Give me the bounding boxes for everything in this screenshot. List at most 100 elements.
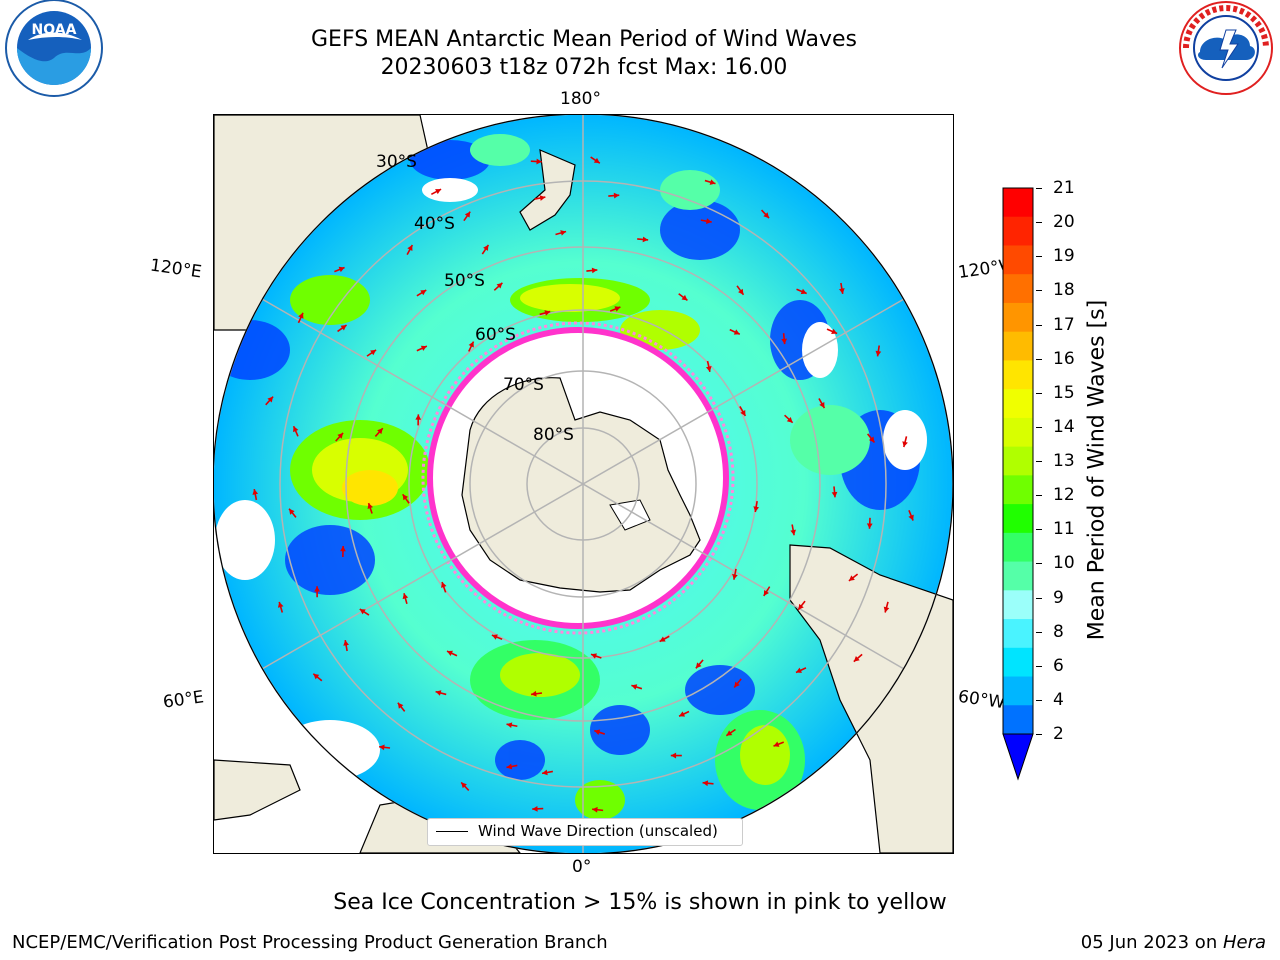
wind-wave-arrow <box>784 414 794 424</box>
colorbar-tick-label: 19 <box>1053 246 1075 267</box>
colorbar-tick-mark <box>1036 324 1042 326</box>
legend-box: Wind Wave Direction (unscaled) <box>427 818 743 846</box>
colorbar-segment <box>1003 475 1033 505</box>
colorbar-tick-mark <box>1036 358 1042 360</box>
colorbar-tick-mark <box>1036 426 1042 428</box>
wind-wave-arrow <box>288 508 297 518</box>
colorbar-tick-label: 12 <box>1053 485 1075 506</box>
wind-wave-arrow <box>277 601 284 613</box>
colorbar-extend-arrow <box>1002 733 1034 781</box>
colorbar-tick-label: 11 <box>1053 519 1075 540</box>
wind-wave-arrow <box>763 586 771 597</box>
wind-wave-arrow <box>340 545 346 557</box>
wind-wave-arrow <box>839 282 845 294</box>
colorbar-tick-label: 10 <box>1053 553 1075 574</box>
wind-wave-arrow <box>532 805 544 812</box>
footer-date-text: 05 Jun 2023 on <box>1080 932 1223 953</box>
colorbar-tick-mark <box>1036 563 1042 565</box>
noaa-text: NOAA <box>32 22 77 38</box>
wind-wave-arrow <box>631 684 643 690</box>
colorbar-tick-label: 2 <box>1053 724 1064 744</box>
wind-wave-arrow <box>831 486 838 498</box>
colorbar <box>1002 187 1034 781</box>
colorbar-segment <box>1003 245 1033 275</box>
wind-wave-arrow <box>435 690 447 696</box>
wind-wave-arrow <box>700 218 712 224</box>
wind-wave-arrow <box>902 436 908 448</box>
wind-wave-arrow <box>773 741 785 747</box>
colorbar-tick-label: 6 <box>1053 655 1064 676</box>
colorbar-tick-mark <box>1036 665 1042 667</box>
wind-wave-arrow <box>866 433 876 443</box>
colorbar-segment <box>1003 274 1033 304</box>
colorbar-segment <box>1003 417 1033 448</box>
wind-wave-arrow <box>790 524 796 536</box>
colorbar-segment <box>1003 302 1033 333</box>
wind-wave-arrow <box>729 328 741 335</box>
colorbar-segment <box>1003 705 1033 735</box>
wind-wave-arrow <box>702 780 714 787</box>
wind-wave-arrow <box>314 586 320 598</box>
wind-wave-arrow <box>725 728 736 737</box>
wind-wave-arrow <box>594 729 606 735</box>
wind-wave-arrow <box>883 601 890 613</box>
colorbar-segment <box>1003 647 1033 678</box>
wind-wave-arrow <box>670 752 682 759</box>
wind-wave-arrow <box>608 192 620 199</box>
colorbar-tick-mark <box>1036 256 1042 258</box>
wind-wave-arrow <box>609 306 621 312</box>
wind-wave-arrow <box>366 349 377 357</box>
colorbar-segment <box>1003 590 1033 620</box>
wind-wave-arrow <box>732 568 738 580</box>
wind-wave-arrow <box>334 266 345 273</box>
colorbar-tick-mark <box>1036 495 1042 497</box>
colorbar-tick-label: 13 <box>1053 451 1075 471</box>
colorbar-segment <box>1003 188 1033 218</box>
wind-wave-arrow <box>416 345 428 352</box>
wind-wave-arrow <box>530 690 543 697</box>
wind-wave-arrow <box>481 244 490 255</box>
colorbar-tick-mark <box>1036 734 1042 735</box>
colorbar-tick-label: 15 <box>1053 382 1075 403</box>
colorbar-tick-label: 21 <box>1053 178 1075 198</box>
wind-wave-arrow <box>781 333 788 345</box>
colorbar-tick-mark <box>1036 631 1042 633</box>
wind-wave-arrow <box>704 179 716 185</box>
graticule <box>214 115 953 853</box>
wind-wave-arrow <box>555 230 567 236</box>
wind-wave-arrow <box>337 324 347 333</box>
colorbar-frame <box>1002 187 1034 735</box>
lat-label-40s: 40°S <box>414 214 455 234</box>
wind-wave-arrow <box>252 488 259 501</box>
wind-wave-arrow <box>530 158 542 165</box>
lon-label-180: 180° <box>560 89 601 109</box>
lat-label-50s: 50°S <box>444 271 485 291</box>
wind-wave-arrow <box>397 702 406 712</box>
wind-wave-arrow <box>637 236 649 243</box>
map-title: GEFS MEAN Antarctic Mean Period of Wind … <box>311 27 857 52</box>
wind-wave-arrow <box>416 289 427 297</box>
wind-wave-arrow <box>506 722 518 728</box>
wind-wave-arrow <box>506 763 518 770</box>
colorbar-segment <box>1003 561 1033 591</box>
nws-logo <box>1176 0 1276 100</box>
lon-label-0: 0° <box>572 857 592 877</box>
wind-wave-arrow <box>539 310 551 316</box>
colorbar-segment <box>1003 216 1033 246</box>
colorbar-tick-label: 17 <box>1053 314 1075 335</box>
lat-label-70s: 70°S <box>503 375 544 395</box>
wind-wave-arrow <box>297 312 304 324</box>
wind-wave-arrow <box>415 414 422 426</box>
colorbar-segment <box>1003 619 1033 649</box>
lat-label-80s: 80°S <box>533 425 574 445</box>
colorbar-tick-label: 20 <box>1053 212 1075 233</box>
colorbar-segment <box>1003 331 1033 361</box>
wind-wave-arrow <box>468 341 475 352</box>
wind-wave-arrow <box>695 659 704 669</box>
wind-wave-arrow <box>592 806 604 813</box>
wind-wave-arrow <box>379 744 391 751</box>
colorbar-tick-label: 18 <box>1053 280 1075 301</box>
colorbar-tick-label: 9 <box>1053 587 1064 608</box>
wind-wave-arrow <box>493 282 503 291</box>
